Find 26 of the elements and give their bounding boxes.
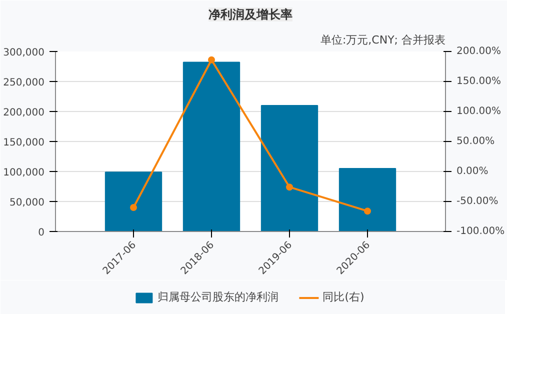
legend-label: 同比(右) <box>322 290 364 304</box>
point <box>130 204 137 211</box>
y-tick-label: 50,000 <box>10 198 45 208</box>
y-tick-label: 200,000 <box>3 108 45 118</box>
y2-tick-label: -50.00% <box>456 196 498 207</box>
y2-tick-label: 50.00% <box>456 136 495 147</box>
bar <box>338 168 396 232</box>
legend-label: 归属母公司股东的净利润 <box>158 290 279 304</box>
text: 单位:万元,CNY; 合并报表 <box>320 34 446 46</box>
y2-tick-label: -100.00% <box>456 226 505 237</box>
y-tick-label: 250,000 <box>3 78 45 88</box>
y-tick-label: 150,000 <box>3 138 45 148</box>
y-tick-label: 0 <box>38 228 45 238</box>
y2-tick-label: 150.00% <box>456 76 501 87</box>
y2-tick-label: 0.00% <box>456 166 488 177</box>
bar <box>104 172 162 232</box>
y-tick-label: 300,000 <box>3 48 45 58</box>
y2-tick-label: 100.00% <box>456 106 501 117</box>
y2-tick-label: 200.00% <box>456 46 501 57</box>
y-tick-label: 100,000 <box>3 168 45 178</box>
chart-title: 净利润及增长率 <box>208 8 292 22</box>
bar <box>260 105 318 232</box>
point <box>286 184 293 191</box>
point <box>208 56 215 64</box>
bar <box>182 62 240 232</box>
point <box>364 208 371 215</box>
